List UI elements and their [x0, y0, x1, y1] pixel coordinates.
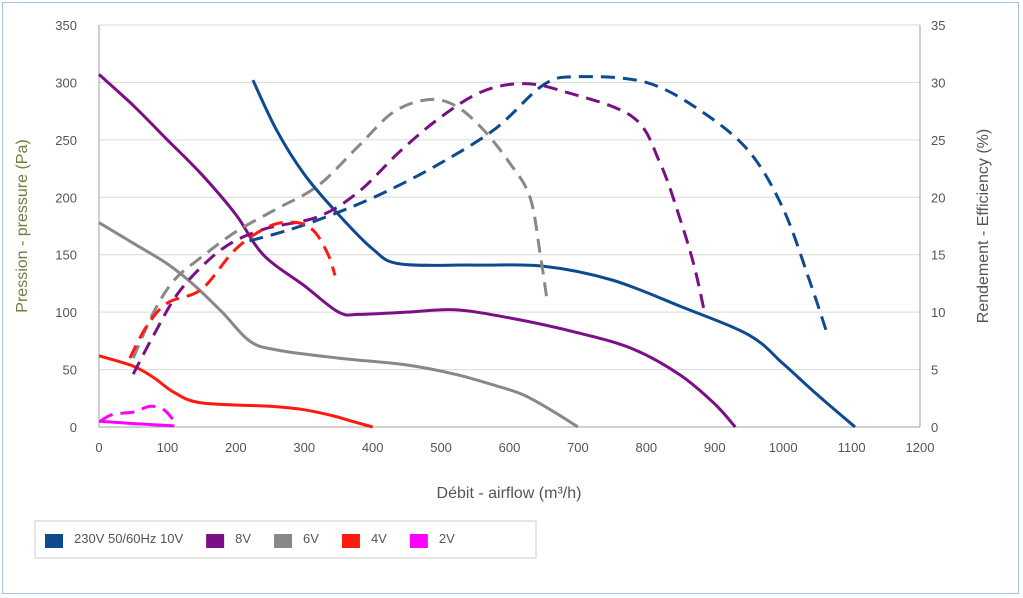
y2-tick-label: 30 — [931, 75, 945, 90]
legend-swatch — [274, 534, 293, 548]
y2-tick-labels: 0 5 10 15 20 25 30 35 — [931, 18, 945, 435]
efficiency-line — [131, 97, 549, 359]
x-tick-label: 200 — [225, 440, 247, 455]
y-tick-labels: 0 50 100 150 200 250 300 350 — [55, 18, 77, 435]
pressure-curves — [97, 73, 856, 429]
efficiency-line — [99, 404, 176, 423]
grid — [99, 24, 920, 371]
x-tick-label: 900 — [704, 440, 726, 455]
x-tick-label: 1000 — [769, 440, 798, 455]
legend-label: 4V — [371, 531, 387, 546]
x-tick-label: 600 — [499, 440, 521, 455]
y-tick-label: 150 — [55, 248, 77, 263]
x-tick-label: 300 — [293, 440, 315, 455]
pressure-line — [98, 221, 579, 429]
y-axis-title: Pression - pressure (Pa) — [14, 139, 31, 312]
axes — [98, 25, 921, 428]
x-tick-label: 700 — [567, 440, 589, 455]
y2-tick-label: 10 — [931, 305, 945, 320]
legend-swatch — [409, 534, 428, 548]
x-tick-label: 0 — [95, 440, 102, 455]
efficiency-curves — [99, 75, 830, 423]
y2-tick-label: 35 — [931, 18, 945, 33]
legend-label: 8V — [235, 531, 251, 546]
y2-tick-label: 15 — [931, 248, 945, 263]
legend: 230V 50/60Hz 10V 8V 6V 4V 2V — [34, 520, 537, 559]
y-tick-label: 300 — [55, 75, 77, 90]
legend-label: 2V — [439, 531, 455, 546]
y-tick-label: 200 — [55, 190, 77, 205]
y-tick-label: 100 — [55, 305, 77, 320]
pressure-line — [97, 73, 737, 428]
x-tick-label: 1100 — [838, 440, 866, 455]
x-axis-title: Débit - airflow (m³/h) — [437, 485, 582, 502]
y-tick-label: 350 — [55, 18, 77, 33]
x-tick-label: 800 — [635, 440, 657, 455]
efficiency-line — [249, 75, 830, 336]
x-tick-label: 100 — [157, 440, 179, 455]
x-tick-label: 1200 — [906, 440, 935, 455]
y-tick-label: 250 — [55, 133, 77, 148]
legend-swatch — [45, 534, 63, 548]
y-tick-label: 0 — [70, 420, 77, 435]
x-tick-labels: 0 100 200 300 400 500 600 700 800 900 1000 1100 1200 — [95, 440, 934, 455]
y2-axis-title: Rendement - Efficiency (%) — [975, 129, 992, 323]
pressure-line — [98, 419, 175, 428]
y2-tick-label: 20 — [931, 190, 945, 205]
legend-swatch — [206, 534, 225, 548]
y2-tick-label: 25 — [931, 133, 945, 148]
y2-tick-label: 5 — [931, 363, 938, 378]
x-tick-label: 500 — [430, 440, 452, 455]
legend-swatch — [341, 534, 360, 548]
pressure-line — [98, 354, 374, 429]
y2-tick-label: 0 — [931, 420, 938, 435]
legend-label: 230V 50/60Hz 10V — [74, 531, 183, 546]
efficiency-line — [131, 82, 706, 375]
x-tick-label: 400 — [362, 440, 384, 455]
y-tick-label: 50 — [63, 363, 77, 378]
pressure-line — [251, 79, 856, 429]
efficiency-line — [128, 220, 337, 359]
legend-label: 6V — [303, 531, 319, 546]
